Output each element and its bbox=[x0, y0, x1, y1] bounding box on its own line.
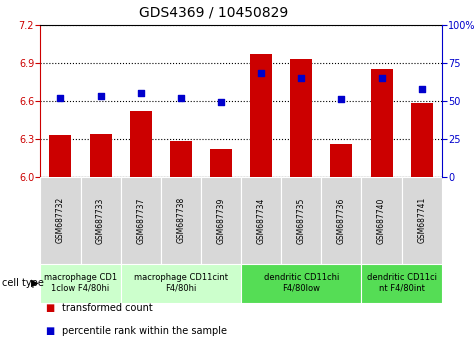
Text: GSM687737: GSM687737 bbox=[136, 197, 145, 244]
Bar bbox=[40, 177, 80, 264]
Text: GSM687736: GSM687736 bbox=[337, 197, 346, 244]
Text: GSM687734: GSM687734 bbox=[256, 197, 266, 244]
Text: ■: ■ bbox=[45, 326, 54, 336]
Point bbox=[137, 90, 144, 96]
Text: dendritic CD11chi
F4/80low: dendritic CD11chi F4/80low bbox=[264, 274, 339, 293]
Bar bbox=[361, 264, 442, 303]
Text: GSM687741: GSM687741 bbox=[417, 197, 426, 244]
Point bbox=[177, 95, 185, 101]
Text: GSM687739: GSM687739 bbox=[217, 197, 226, 244]
Text: GSM687738: GSM687738 bbox=[176, 197, 185, 244]
Bar bbox=[161, 177, 201, 264]
Point bbox=[418, 86, 426, 92]
Bar bbox=[80, 177, 121, 264]
Bar bbox=[40, 264, 121, 303]
Bar bbox=[241, 264, 361, 303]
Point bbox=[338, 97, 345, 102]
Bar bbox=[281, 177, 321, 264]
Text: transformed count: transformed count bbox=[62, 303, 152, 313]
Bar bbox=[170, 142, 192, 177]
Bar bbox=[130, 111, 152, 177]
Bar bbox=[121, 264, 241, 303]
Bar bbox=[210, 149, 232, 177]
Bar bbox=[250, 54, 272, 177]
Text: GSM687733: GSM687733 bbox=[96, 197, 105, 244]
Bar bbox=[401, 177, 442, 264]
Text: GSM687732: GSM687732 bbox=[56, 197, 65, 244]
Bar bbox=[241, 177, 281, 264]
Bar bbox=[331, 144, 352, 177]
Text: ■: ■ bbox=[45, 303, 54, 313]
Point bbox=[297, 75, 305, 81]
Bar bbox=[361, 177, 401, 264]
Point bbox=[97, 93, 104, 99]
Text: cell type: cell type bbox=[2, 278, 44, 288]
Text: percentile rank within the sample: percentile rank within the sample bbox=[62, 326, 227, 336]
Bar bbox=[201, 177, 241, 264]
Text: ▶: ▶ bbox=[31, 278, 38, 288]
Text: macrophage CD1
1clow F4/80hi: macrophage CD1 1clow F4/80hi bbox=[44, 274, 117, 293]
Bar bbox=[411, 103, 433, 177]
Point bbox=[378, 75, 385, 81]
Point bbox=[257, 71, 265, 76]
Point bbox=[57, 95, 64, 101]
Bar bbox=[290, 59, 312, 177]
Text: GSM687740: GSM687740 bbox=[377, 197, 386, 244]
Text: GDS4369 / 10450829: GDS4369 / 10450829 bbox=[139, 5, 288, 19]
Text: dendritic CD11ci
nt F4/80int: dendritic CD11ci nt F4/80int bbox=[367, 274, 437, 293]
Bar bbox=[370, 69, 392, 177]
Text: macrophage CD11cint
F4/80hi: macrophage CD11cint F4/80hi bbox=[134, 274, 228, 293]
Point bbox=[217, 99, 225, 105]
Bar bbox=[49, 135, 71, 177]
Bar bbox=[321, 177, 361, 264]
Bar bbox=[90, 134, 112, 177]
Text: GSM687735: GSM687735 bbox=[297, 197, 306, 244]
Bar bbox=[121, 177, 161, 264]
